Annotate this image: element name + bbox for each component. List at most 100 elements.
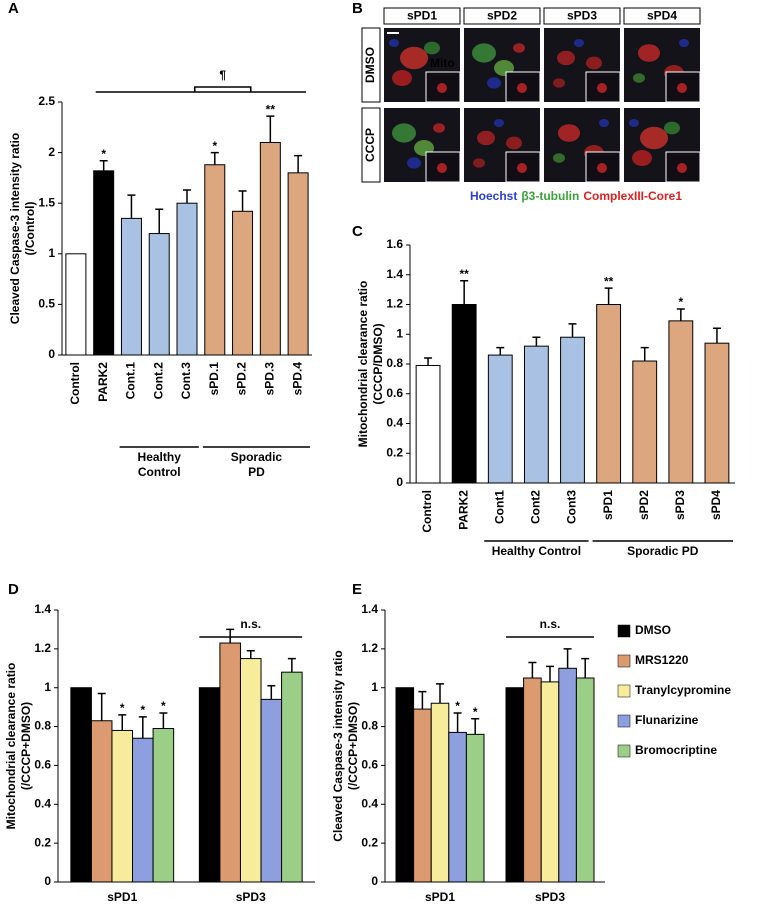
stain-legend: Hoechst β3-tubulin ComplexIII-Core1 bbox=[470, 189, 682, 203]
error-bar bbox=[210, 151, 219, 165]
bar bbox=[259, 141, 281, 356]
bar bbox=[260, 698, 283, 883]
x-tick-label: Cont2 bbox=[529, 490, 543, 524]
bar bbox=[560, 336, 585, 484]
group-label: Healthy Control bbox=[492, 544, 581, 558]
y-tick-label: 0.6 bbox=[386, 386, 403, 400]
cell bbox=[433, 123, 445, 133]
y-tick-label: 0.4 bbox=[386, 416, 403, 430]
legend-label: Flunarizine bbox=[635, 713, 699, 727]
y-tick-label: 0.8 bbox=[34, 719, 51, 733]
stain-name: Hoechst bbox=[470, 189, 517, 203]
error-bar bbox=[460, 279, 469, 305]
error-bar bbox=[604, 287, 613, 305]
y-tick-label: 0.2 bbox=[34, 835, 51, 849]
error-bar bbox=[712, 327, 721, 344]
error-bar bbox=[496, 346, 505, 356]
cell bbox=[633, 73, 645, 83]
y-tick-label: 1.2 bbox=[34, 641, 51, 655]
panel-letter: C bbox=[352, 223, 363, 240]
bar bbox=[232, 210, 254, 356]
x-tick-label: PARK2 bbox=[456, 490, 470, 530]
bar bbox=[448, 731, 467, 883]
row-header-box bbox=[361, 107, 381, 183]
bar bbox=[219, 642, 241, 883]
inset-cell bbox=[597, 163, 607, 173]
panel-letter: A bbox=[8, 0, 19, 17]
bar bbox=[93, 170, 115, 356]
legend-label: MRS1220 bbox=[635, 653, 689, 667]
group-label: Healthy bbox=[138, 450, 182, 464]
bar bbox=[596, 304, 622, 484]
column-header: sPD2 bbox=[487, 9, 517, 23]
bar bbox=[430, 702, 450, 883]
column-header-box bbox=[463, 7, 541, 25]
error-bar bbox=[528, 661, 537, 678]
row-header: CCCP bbox=[363, 128, 377, 162]
y-axis-label: (CCCP/DMSO) bbox=[371, 323, 385, 404]
y-tick-label: 0.4 bbox=[34, 796, 51, 810]
error-bar bbox=[183, 189, 191, 204]
bar bbox=[120, 217, 142, 356]
x-tick-label: Cont1 bbox=[492, 490, 506, 524]
bar bbox=[281, 671, 303, 883]
error-bar bbox=[640, 346, 649, 362]
significance: ** bbox=[604, 274, 614, 288]
bar bbox=[575, 677, 595, 883]
bar bbox=[148, 233, 170, 356]
x-tick-label: sPD4 bbox=[709, 490, 723, 520]
bar bbox=[668, 320, 694, 484]
x-tick-label: Control bbox=[68, 362, 82, 405]
y-axis-label: (/CCCP+DMSO) bbox=[346, 702, 360, 790]
panel-letter: D bbox=[8, 581, 19, 598]
cell bbox=[638, 44, 660, 62]
y-tick-label: 0.2 bbox=[386, 445, 403, 459]
bracket-label: n.s. bbox=[540, 617, 561, 631]
cell bbox=[506, 136, 522, 150]
error-bar bbox=[159, 712, 168, 729]
bar bbox=[395, 687, 415, 883]
error-bar bbox=[418, 690, 427, 710]
legend-label: Tranylcypromine bbox=[635, 683, 731, 697]
cell bbox=[586, 56, 602, 70]
bar bbox=[132, 737, 154, 883]
bar bbox=[451, 304, 477, 484]
cell bbox=[664, 121, 680, 135]
row-header-box bbox=[361, 27, 381, 103]
significance: * bbox=[678, 295, 683, 309]
cell bbox=[640, 126, 668, 150]
y-tick-label: 0.2 bbox=[361, 835, 378, 849]
cell bbox=[513, 43, 525, 53]
bracket-label: n.s. bbox=[240, 617, 261, 631]
cell bbox=[553, 153, 565, 163]
significance: * bbox=[473, 705, 478, 719]
error-bar bbox=[155, 208, 164, 234]
x-tick-label: sPD1 bbox=[107, 890, 137, 904]
x-tick-label: sPD1 bbox=[601, 490, 615, 520]
error-bar bbox=[246, 650, 255, 659]
group-label: Sporadic PD bbox=[627, 544, 699, 558]
panel-letter: E bbox=[352, 581, 362, 598]
y-tick-label: 1 bbox=[371, 680, 378, 694]
error-bar bbox=[581, 657, 590, 678]
x-tick-label: Cont.1 bbox=[124, 362, 138, 400]
bar bbox=[413, 708, 432, 883]
error-bar bbox=[97, 692, 106, 721]
legend-label: DMSO bbox=[635, 623, 671, 637]
bar bbox=[632, 360, 658, 484]
y-axis-label: Cleaved Caspase-3 intensity ratio bbox=[331, 650, 345, 841]
cell bbox=[392, 123, 416, 143]
x-tick-label: sPD.3 bbox=[263, 362, 277, 396]
bar bbox=[204, 164, 226, 356]
bar bbox=[505, 687, 525, 883]
column-header: sPD1 bbox=[407, 9, 437, 23]
bar bbox=[70, 687, 92, 883]
column-header-box bbox=[623, 7, 701, 25]
error-bar bbox=[238, 190, 247, 212]
y-tick-label: 0 bbox=[48, 347, 55, 361]
cell bbox=[494, 119, 504, 127]
cell bbox=[487, 77, 501, 89]
legend-swatch bbox=[617, 714, 631, 728]
error-bar bbox=[287, 657, 296, 673]
